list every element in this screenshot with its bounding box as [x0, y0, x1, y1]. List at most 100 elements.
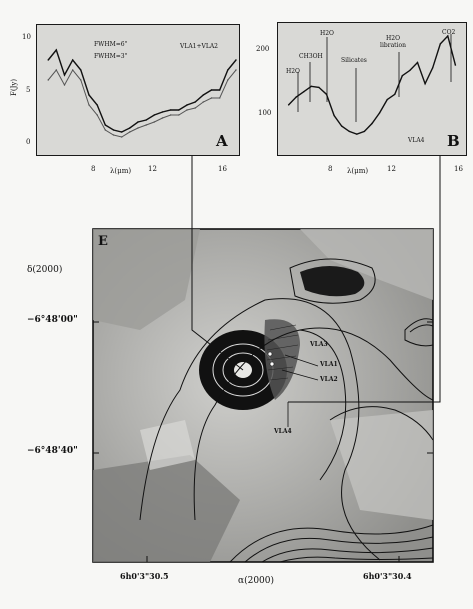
panel-e-letter: E	[98, 234, 108, 249]
panel-a-y-tick: 5	[26, 86, 31, 94]
panel-b-x-tick: 8	[328, 165, 333, 173]
panel-b-plot	[287, 34, 457, 135]
source-label-vla2: VLA2	[320, 376, 338, 383]
map-patch	[300, 229, 433, 300]
panel-a-y-tick: 10	[22, 33, 31, 41]
contour-outer-3	[299, 327, 434, 401]
spectrum-point	[63, 74, 66, 76]
spectrum-point	[72, 69, 74, 71]
dark-emission-contour	[289, 258, 376, 304]
pointer-vla1	[284, 354, 319, 367]
spectrum-point	[153, 114, 155, 116]
panel-b-feature-ch3oh: CH3OH	[299, 53, 323, 60]
panel-e-dec-tick: −6°48'40"	[27, 446, 78, 456]
source-label-vla3: VLA3	[310, 341, 328, 348]
dark-emission	[300, 266, 365, 297]
spectrum-point	[129, 131, 131, 133]
spectrum-point	[96, 104, 98, 106]
spectrum-point	[145, 119, 147, 121]
spectrum-point	[409, 69, 411, 72]
panel-e-ra-tick: 6h0'3"30.4	[363, 571, 412, 581]
contour-outer-4	[329, 406, 434, 441]
contour	[404, 318, 434, 347]
spectrum-point	[219, 89, 221, 91]
spectrum-point	[219, 97, 221, 99]
spectrum-point	[112, 134, 115, 136]
spectrum-point	[363, 130, 366, 133]
spectrum-point	[161, 111, 164, 113]
spectrum-point	[194, 101, 196, 103]
map-ticks	[93, 321, 433, 562]
spectrum-point	[80, 69, 82, 71]
spectrum-point	[235, 69, 237, 71]
spectrum-point	[454, 64, 457, 66]
panel-b-feature-co2: CO2	[442, 29, 456, 36]
panel-b-x-tick: 16	[454, 165, 463, 173]
spectrum-point	[129, 127, 131, 129]
spectrum-point	[104, 124, 107, 126]
spectrum-point	[112, 129, 115, 131]
spectrum-point	[104, 129, 107, 131]
spectrum-point	[170, 114, 172, 116]
panel-b-x-label: λ(μm)	[347, 167, 369, 175]
panel-a-legend-1: FWHM=6"	[94, 41, 128, 48]
spectrum-point	[424, 83, 426, 85]
spectrum-line-1	[47, 48, 237, 133]
panel-a-x-label: λ(μm)	[110, 167, 132, 175]
spectrum-point	[202, 101, 204, 103]
spectrum-point	[447, 35, 449, 37]
panel-b-source: VLA4	[408, 137, 425, 144]
marker-vla1	[267, 351, 273, 357]
panel-b-y-tick: 200	[256, 45, 270, 53]
spectrum-point	[137, 127, 139, 129]
panel-b-x-tick: 12	[387, 165, 396, 173]
spectrum-point	[47, 59, 49, 61]
panel-b-letter: B	[447, 132, 460, 150]
spectrum-point	[295, 96, 297, 98]
panel-b-y-tick: 100	[258, 109, 272, 117]
spectrum-point	[145, 124, 147, 126]
spectrum-point	[227, 79, 229, 81]
spectrum-point	[348, 130, 350, 133]
map-patch	[93, 229, 200, 330]
panel-b-feature-h2o-libration: H2O libration	[380, 35, 406, 49]
spectrum-point	[72, 59, 74, 61]
spectrum-point	[341, 125, 343, 127]
spectrum-point	[333, 114, 335, 117]
spectrum-point	[371, 122, 373, 125]
spectrum-point	[386, 98, 388, 101]
spectrum-point	[153, 121, 155, 123]
spectrum-point	[121, 131, 123, 133]
spectrum-point	[55, 49, 57, 51]
spectrum-point	[318, 86, 320, 89]
panel-e-dec-tick: −6°48'00"	[27, 315, 78, 325]
map-patch	[93, 455, 240, 562]
spectrum-point	[235, 59, 237, 61]
spectrum-point	[202, 94, 204, 96]
contour-outer-1	[139, 298, 381, 561]
spectrum-point	[178, 109, 180, 111]
spectrum-point	[96, 114, 98, 116]
connector-a	[191, 156, 244, 371]
panel-a-legend-2: FWHM=3"	[94, 53, 128, 60]
spectrum-point	[356, 133, 358, 135]
panel-b-feature-h2o: H2O	[286, 68, 300, 75]
spectrum-point	[227, 69, 229, 71]
spectrum-point	[80, 79, 82, 81]
map-patch	[140, 420, 195, 470]
central-source-contour	[222, 352, 264, 388]
panel-a-letter: A	[216, 132, 228, 150]
spectrum-point	[210, 97, 213, 99]
spectrum-point	[137, 121, 139, 123]
pointer-vla2	[281, 369, 319, 381]
marker-vla2	[269, 361, 275, 367]
spectrum-point	[287, 104, 290, 106]
spectrum-point	[186, 109, 188, 111]
spectrum-point	[439, 43, 441, 45]
spectrum-point	[210, 89, 213, 91]
contour-outer-2	[193, 329, 347, 521]
spectrum-point	[186, 104, 188, 106]
source-label-vla1: VLA1	[320, 361, 338, 368]
contour	[409, 324, 434, 333]
